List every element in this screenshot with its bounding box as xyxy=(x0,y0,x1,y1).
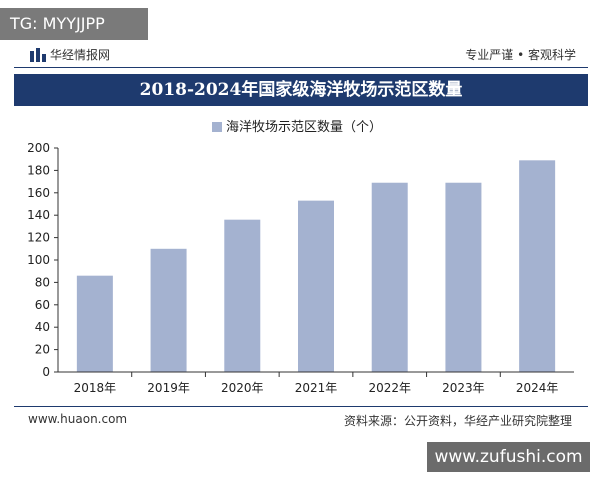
bar xyxy=(224,219,261,372)
site-badge: www.zufushi.com xyxy=(427,442,590,472)
bar xyxy=(371,182,408,372)
website-text: www.huaon.com xyxy=(28,412,128,426)
y-tick-label: 80 xyxy=(35,275,50,289)
x-axis: 2018年 2019年 2020年 2021年 2022年 2023年 2024年 xyxy=(58,371,574,395)
bar xyxy=(298,200,334,372)
y-tick-label: 120 xyxy=(27,231,50,245)
y-tick-label: 140 xyxy=(27,208,50,222)
y-tick-label: 20 xyxy=(35,343,50,357)
footer-divider xyxy=(14,406,588,407)
bar xyxy=(76,275,113,372)
chart-title: 2018-2024年国家级海洋牧场示范区数量 xyxy=(14,74,588,106)
y-tick-label: 0 xyxy=(42,365,50,379)
tagline: 专业严谨 • 客观科学 xyxy=(465,48,576,62)
y-tick-label: 60 xyxy=(35,298,50,312)
source-note: 资料来源：公开资料，华经产业研究院整理 xyxy=(343,414,572,428)
legend: 海洋牧场示范区数量（个） xyxy=(212,120,382,135)
y-tick-label: 160 xyxy=(27,186,50,200)
legend-label: 海洋牧场示范区数量（个） xyxy=(226,120,382,135)
x-tick-label: 2020年 xyxy=(221,381,264,395)
y-tick-label: 200 xyxy=(27,141,50,155)
bar-chart: 海洋牧场示范区数量（个） 0 20 40 60 80 100 120 140 160 180 200… xyxy=(27,120,574,395)
x-tick-label: 2022年 xyxy=(368,381,411,395)
y-tick-label: 180 xyxy=(27,163,50,177)
header-bar: 华经情报网 专业严谨 • 客观科学 xyxy=(14,42,588,68)
x-tick-label: 2021年 xyxy=(295,381,338,395)
brand-logo-icon xyxy=(30,48,46,62)
tg-label: TG: MYYJJPP xyxy=(0,8,148,40)
x-tick-label: 2019年 xyxy=(147,381,190,395)
y-tick-label: 40 xyxy=(35,320,50,334)
x-tick-label: 2024年 xyxy=(516,381,559,395)
infographic-card: 华经情报网 专业严谨 • 客观科学 2018-2024年国家级海洋牧场示范区数量… xyxy=(14,42,588,438)
x-tick-label: 2018年 xyxy=(74,381,117,395)
x-tick-label: 2023年 xyxy=(442,381,485,395)
y-tick-label: 100 xyxy=(27,253,50,267)
bar xyxy=(445,182,482,372)
legend-swatch xyxy=(212,122,222,132)
bars xyxy=(76,160,556,372)
y-axis: 0 20 40 60 80 100 120 140 160 180 200 xyxy=(27,141,59,379)
brand-name: 华经情报网 xyxy=(50,48,111,62)
bar xyxy=(519,160,556,372)
bar xyxy=(150,248,187,372)
